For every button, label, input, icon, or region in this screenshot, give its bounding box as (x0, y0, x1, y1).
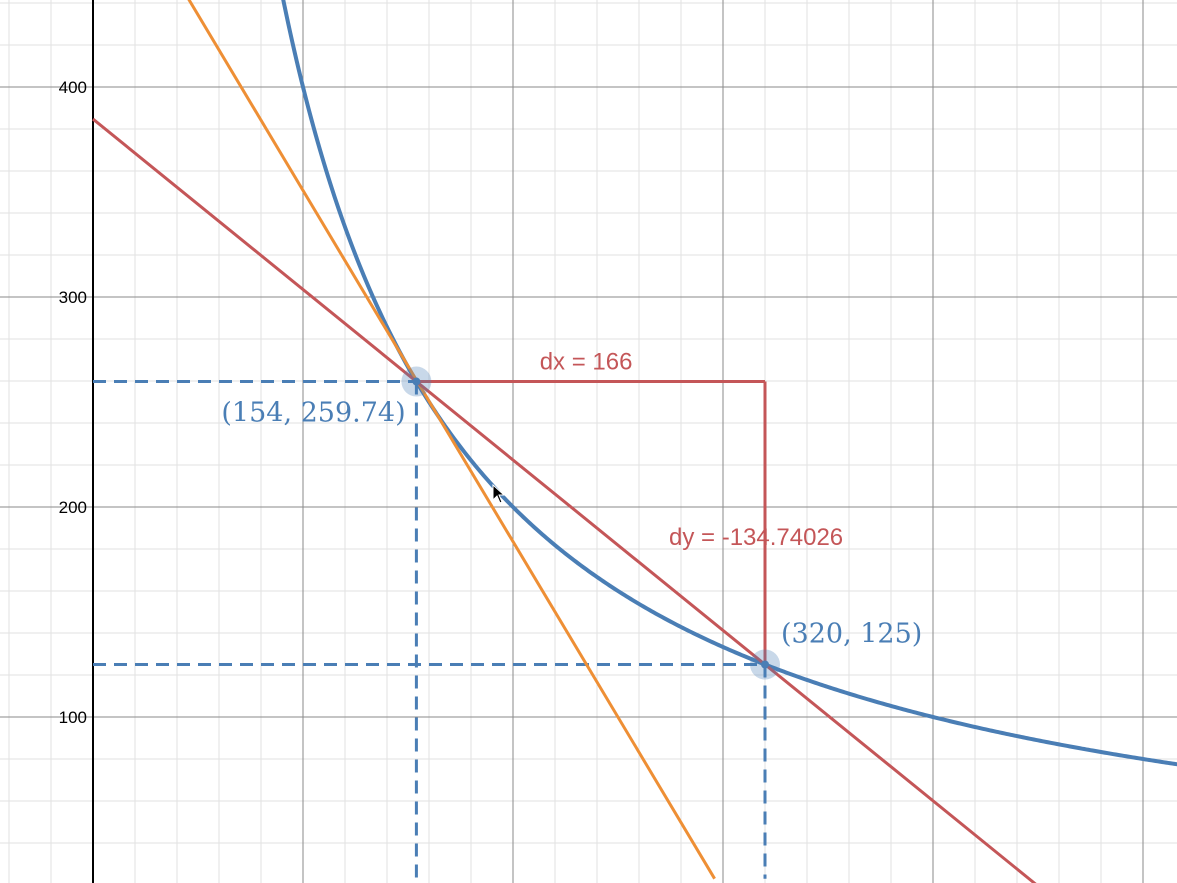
mouse-cursor-icon (492, 483, 506, 504)
y-tick-label-400: 400 (59, 78, 87, 97)
point-marker (412, 377, 421, 386)
point-label-a: (154, 259.74) (221, 398, 405, 429)
point-marker (761, 660, 769, 669)
dy-label: dy = -134.74026 (669, 524, 843, 551)
plot-points[interactable] (401, 366, 780, 680)
point-label-b: (320, 125) (781, 619, 922, 650)
y-tick-label-300: 300 (59, 288, 87, 307)
guide-lines (93, 380, 767, 879)
y-tick-label-100: 100 (59, 708, 87, 727)
tangent-line (187, 0, 716, 880)
dx-label: dx = 166 (540, 349, 633, 376)
plot-labels: 100 200 300 400 dx = 166 dy = -134.74026… (59, 78, 923, 727)
y-tick-label-200: 200 (59, 498, 87, 517)
secant-line (92, 117, 1037, 883)
plot-series (92, 0, 1177, 883)
